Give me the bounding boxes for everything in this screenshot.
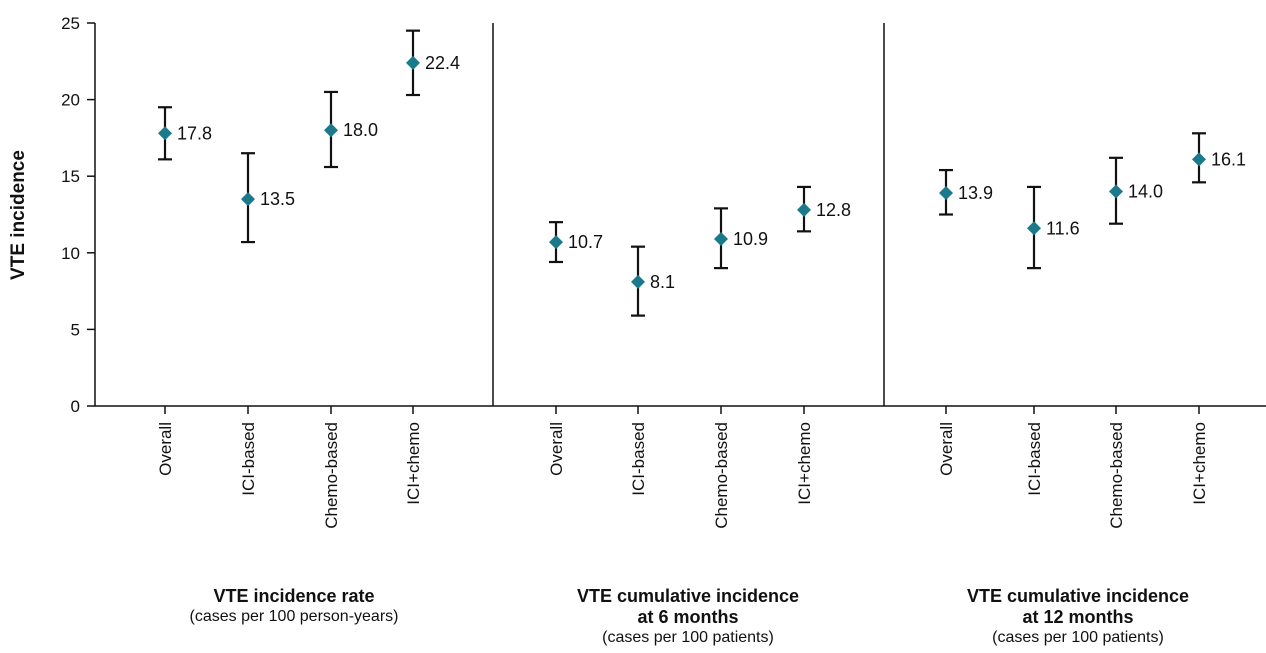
data-point-marker <box>406 55 420 70</box>
panel-title-line: VTE cumulative incidence <box>576 586 800 606</box>
y-tick-label: 15 <box>61 167 80 186</box>
data-value-label: 10.7 <box>568 232 603 252</box>
data-value-label: 14.0 <box>1128 182 1163 202</box>
y-tick-label: 5 <box>71 320 80 339</box>
data-point-marker <box>1192 152 1206 167</box>
data-value-label: 13.9 <box>958 183 993 203</box>
y-tick-label: 20 <box>61 91 80 110</box>
data-value-label: 8.1 <box>650 272 675 292</box>
data-point-marker <box>1027 221 1041 236</box>
data-value-label: 22.4 <box>425 53 460 73</box>
panel-subtitle: (cases per 100 patients) <box>992 629 1164 646</box>
data-value-label: 18.0 <box>343 120 378 140</box>
x-category-label: Chemo-based <box>322 422 341 529</box>
data-value-label: 17.8 <box>177 123 212 143</box>
data-value-label: 10.9 <box>733 229 768 249</box>
data-value-label: 13.5 <box>260 189 295 209</box>
y-tick-label: 10 <box>61 244 80 263</box>
panel-title: VTE cumulative incidence at 6 months (case… <box>518 586 858 647</box>
x-category-label: ICI+chemo <box>1190 422 1209 505</box>
panel-title-line: VTE cumulative incidence <box>966 586 1190 606</box>
data-point-marker <box>797 202 811 217</box>
panel-title: VTE incidence rate (cases per 100 person-… <box>124 586 464 626</box>
plot-area: 0 5 10 15 20 25 Overall 17.8 ICI-based 13.5 Chemo-… <box>61 14 1266 529</box>
data-point-marker <box>549 235 563 250</box>
x-category-label: ICI+chemo <box>404 422 423 505</box>
x-category-label: Overall <box>547 422 566 476</box>
data-point-marker <box>1109 184 1123 199</box>
x-category-label: Overall <box>156 422 175 476</box>
data-point-marker <box>324 123 338 138</box>
x-category-label: Chemo-based <box>712 422 731 529</box>
panel-title-line: VTE incidence rate <box>213 586 375 606</box>
y-axis-label: VTE incidence <box>8 150 29 280</box>
data-point-marker <box>158 126 172 141</box>
x-category-label: Overall <box>937 422 956 476</box>
x-category-label: ICI-based <box>1025 422 1044 496</box>
x-category-label: ICI+chemo <box>795 422 814 505</box>
y-tick-label: 0 <box>71 397 80 416</box>
panel-subtitle: (cases per 100 person-years) <box>189 608 399 625</box>
panel-title: VTE cumulative incidence at 12 months (cas… <box>908 586 1248 647</box>
panel-title-line: at 12 months <box>1022 607 1134 627</box>
data-value-label: 11.6 <box>1046 218 1080 238</box>
data-value-label: 16.1 <box>1211 149 1246 169</box>
x-category-label: ICI-based <box>239 422 258 496</box>
data-value-label: 12.8 <box>816 200 851 220</box>
panel-title-line: at 6 months <box>637 607 739 627</box>
x-category-label: Chemo-based <box>1107 422 1126 529</box>
y-tick-label: 25 <box>61 14 80 33</box>
data-point-marker <box>241 192 255 207</box>
data-point-marker <box>631 274 645 289</box>
data-point-marker <box>939 186 953 201</box>
panel-subtitle: (cases per 100 patients) <box>602 629 774 646</box>
x-category-label: ICI-based <box>629 422 648 496</box>
data-point-marker <box>714 232 728 247</box>
